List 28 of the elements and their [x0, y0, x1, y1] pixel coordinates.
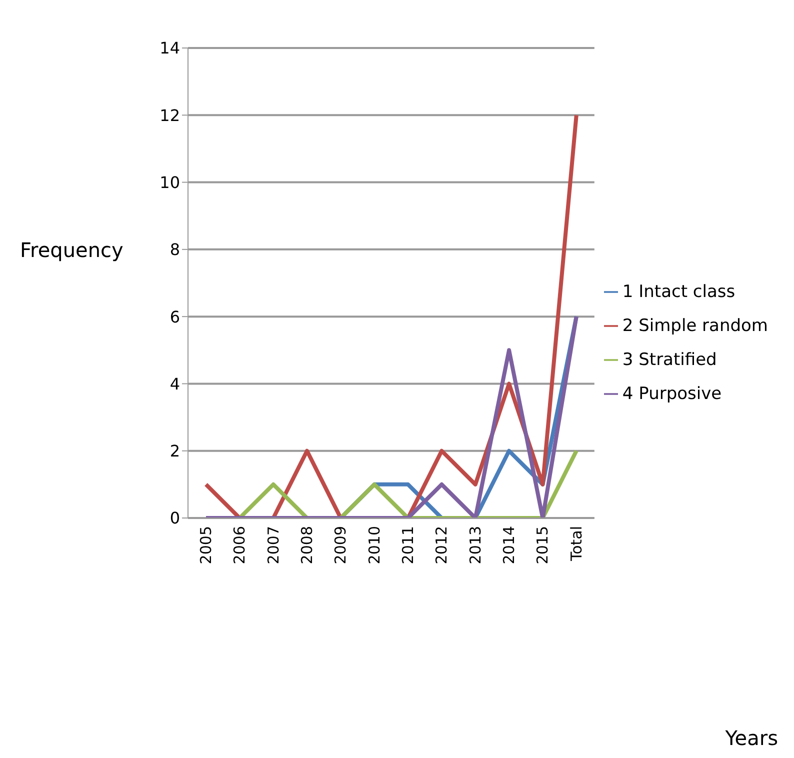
x-tick-label: 2015 — [534, 526, 552, 564]
x-tick-label: 2013 — [466, 526, 484, 564]
text: Years — [725, 726, 778, 750]
x-tick-label: 2012 — [432, 526, 451, 564]
legend-label: 1 Intact class — [622, 282, 736, 302]
x-tick-label: 2007 — [264, 526, 282, 564]
x-tick-label: 2008 — [298, 526, 316, 564]
y-tick-label: 0 — [170, 508, 180, 528]
legend-label: 3 Stratified — [622, 350, 717, 370]
legend-label: 2 Simple random — [622, 316, 768, 336]
line-series — [204, 113, 578, 518]
y-axis-title: Frequency — [20, 238, 124, 262]
x-tick-label: 2011 — [399, 526, 418, 564]
x-tick-label: 2006 — [230, 526, 249, 564]
x-tick-label: Total — [567, 526, 586, 562]
y-tick-label: 10 — [160, 172, 180, 192]
y-tick-label: 14 — [160, 38, 180, 58]
x-tick-label: 2005 — [197, 526, 215, 564]
x-tick-label: 2014 — [500, 526, 518, 564]
line-series — [204, 314, 578, 518]
y-tick-label: 8 — [170, 240, 180, 260]
y-tick-label: 4 — [170, 374, 180, 394]
y-tick-label: 12 — [160, 106, 180, 125]
x-tick-label: 2010 — [365, 526, 384, 564]
y-tick-label: 6 — [170, 307, 180, 326]
legend-label: 4 Purposive — [622, 384, 722, 404]
x-tick-label: 2009 — [332, 526, 350, 564]
y-tick-label: 2 — [170, 442, 180, 461]
